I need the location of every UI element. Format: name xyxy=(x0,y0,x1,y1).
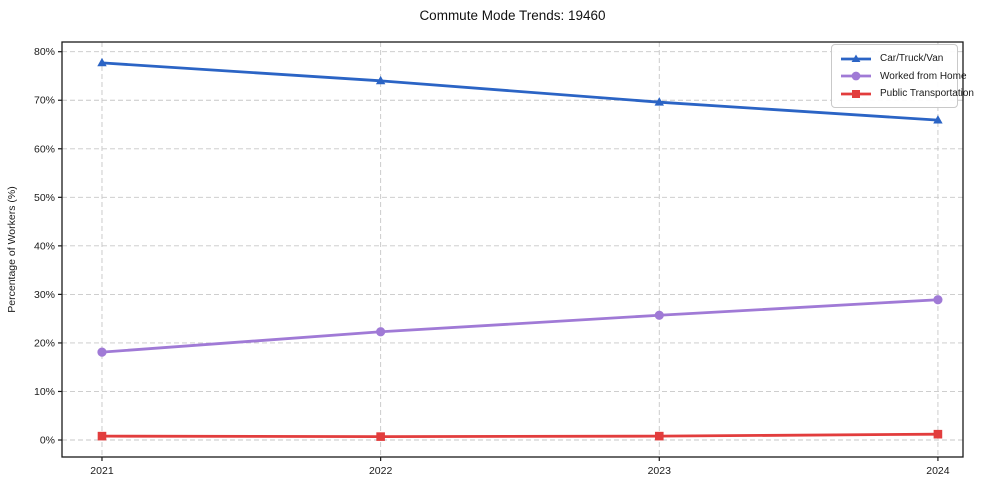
chart-title: Commute Mode Trends: 19460 xyxy=(419,8,606,23)
series-line xyxy=(100,432,940,439)
legend-item-car: Car/Truck/Van xyxy=(839,53,951,65)
square-marker xyxy=(852,89,860,98)
circle-marker xyxy=(851,71,861,81)
y-tick-label: 10% xyxy=(34,386,55,398)
legend-item-wfh: Worked from Home xyxy=(839,70,967,82)
y-tick-label: 20% xyxy=(34,337,55,349)
circle-marker xyxy=(654,310,664,320)
x-tick-label: 2024 xyxy=(926,465,950,477)
y-tick-label: 80% xyxy=(34,46,55,58)
y-tick-label: 70% xyxy=(34,95,55,107)
legend-label-wfh: Worked from Home xyxy=(880,70,967,82)
square-marker xyxy=(376,432,385,441)
circle-marker xyxy=(97,347,107,357)
legend: Car/Truck/Van Worked from Home Public Tr… xyxy=(831,44,974,108)
triangle-marker xyxy=(933,115,943,124)
circle-marker xyxy=(376,327,386,337)
legend-item-transit: Public Transportation xyxy=(839,88,974,100)
series-line xyxy=(100,298,940,354)
legend-label-car: Car/Truck/Van xyxy=(880,53,944,64)
triangle-marker xyxy=(654,97,664,106)
square-marker xyxy=(933,429,943,439)
circle-marker xyxy=(933,295,943,305)
legend-swatch-car-icon xyxy=(841,54,871,62)
triangle-marker xyxy=(97,57,107,67)
y-axis-label: Percentage of Workers (%) xyxy=(6,186,18,312)
triangle-marker xyxy=(375,75,386,85)
y-tick-label: 0% xyxy=(40,435,55,447)
y-tick-label: 60% xyxy=(34,143,55,155)
series-square xyxy=(97,429,943,441)
y-tick-label: 30% xyxy=(34,289,55,301)
series-line xyxy=(100,61,940,122)
x-tick-label: 2021 xyxy=(90,465,114,477)
x-tick-label: 2022 xyxy=(369,465,393,477)
square-marker xyxy=(654,431,664,441)
square-marker xyxy=(97,431,107,441)
plot-spines xyxy=(61,41,964,458)
series-circle xyxy=(97,295,943,357)
triangle-marker xyxy=(851,54,861,62)
y-tick-label: 50% xyxy=(34,192,55,204)
legend-swatch-wfh-icon xyxy=(841,71,871,81)
legend-label-transit: Public Transportation xyxy=(880,88,974,99)
y-tick-label: 40% xyxy=(34,240,55,252)
series-triangle xyxy=(97,57,943,124)
x-tick-label: 2023 xyxy=(648,465,672,477)
legend-swatch-transit-icon xyxy=(841,89,871,98)
